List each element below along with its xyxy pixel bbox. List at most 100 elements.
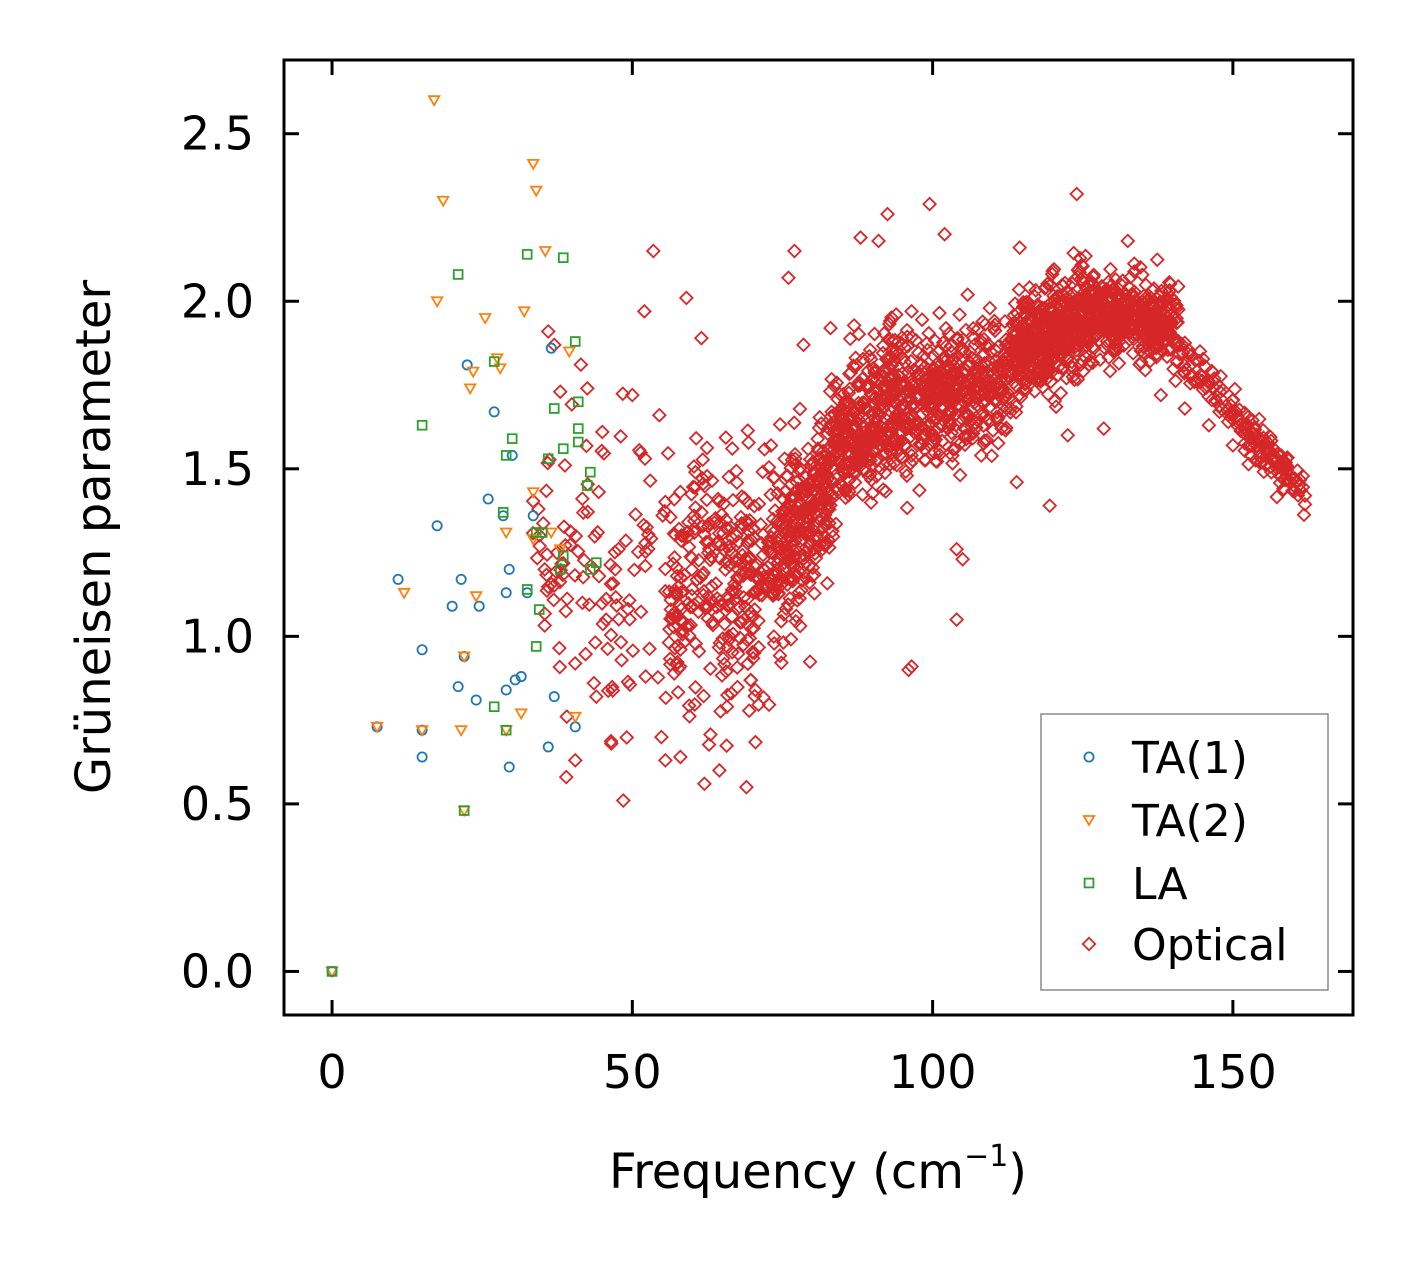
data-point bbox=[738, 565, 754, 581]
data-point bbox=[1250, 433, 1266, 449]
data-point bbox=[1215, 382, 1231, 398]
data-point bbox=[729, 660, 745, 675]
data-point bbox=[470, 694, 482, 706]
data-point bbox=[805, 560, 821, 576]
data-point bbox=[1115, 273, 1131, 289]
data-point bbox=[607, 561, 623, 577]
data-point bbox=[960, 356, 976, 372]
data-point bbox=[847, 454, 863, 470]
x-tick-label: 100 bbox=[889, 1045, 977, 1099]
data-point bbox=[1105, 311, 1121, 327]
data-point bbox=[650, 669, 666, 685]
x-tick-label: 150 bbox=[1189, 1045, 1277, 1099]
data-point bbox=[1084, 318, 1100, 334]
data-point bbox=[998, 420, 1014, 436]
data-point bbox=[687, 521, 703, 537]
data-point bbox=[1135, 338, 1151, 354]
data-point bbox=[720, 589, 736, 605]
data-point bbox=[538, 483, 554, 499]
data-point bbox=[712, 635, 728, 651]
data-point bbox=[1003, 400, 1019, 416]
data-point bbox=[1051, 335, 1067, 351]
data-point bbox=[1219, 402, 1235, 418]
data-point bbox=[628, 507, 644, 522]
data-point bbox=[945, 455, 961, 471]
data-point bbox=[1083, 324, 1099, 340]
data-point bbox=[911, 482, 927, 498]
data-point bbox=[844, 426, 860, 442]
data-point bbox=[735, 564, 750, 580]
data-point bbox=[703, 549, 719, 565]
data-point bbox=[831, 418, 847, 434]
x-tick-label: 0 bbox=[317, 1045, 346, 1099]
data-point bbox=[778, 601, 794, 617]
data-point bbox=[880, 332, 896, 347]
data-point bbox=[810, 443, 826, 459]
data-point bbox=[626, 562, 642, 578]
data-point bbox=[1103, 261, 1118, 277]
data-point bbox=[1255, 422, 1271, 438]
data-point bbox=[657, 583, 673, 599]
data-point bbox=[1006, 354, 1022, 370]
data-point bbox=[570, 543, 586, 559]
data-point bbox=[796, 337, 811, 353]
data-point bbox=[714, 667, 730, 683]
data-point bbox=[686, 597, 702, 613]
data-point bbox=[698, 534, 714, 550]
data-point bbox=[917, 395, 933, 411]
data-point bbox=[772, 648, 788, 664]
data-point bbox=[1188, 352, 1203, 368]
data-point bbox=[1189, 373, 1205, 389]
data-point bbox=[724, 582, 740, 598]
data-point bbox=[1153, 283, 1169, 299]
data-point bbox=[783, 551, 799, 567]
data-point bbox=[888, 387, 904, 403]
data-point bbox=[1111, 341, 1126, 357]
data-point bbox=[1132, 259, 1148, 275]
data-point bbox=[1070, 371, 1086, 387]
data-point bbox=[603, 627, 619, 643]
data-point bbox=[392, 573, 404, 585]
data-point bbox=[774, 567, 790, 583]
data-point bbox=[914, 437, 930, 453]
data-point bbox=[903, 429, 919, 444]
data-point bbox=[718, 520, 734, 536]
data-point bbox=[862, 342, 878, 358]
data-point bbox=[1184, 347, 1199, 363]
data-point bbox=[841, 484, 857, 500]
data-point bbox=[1087, 329, 1103, 345]
data-point bbox=[826, 461, 842, 477]
data-point bbox=[897, 339, 913, 355]
data-point bbox=[525, 493, 541, 509]
data-point bbox=[745, 521, 761, 536]
data-point bbox=[660, 445, 676, 461]
data-point bbox=[1060, 350, 1076, 366]
data-point bbox=[794, 507, 810, 523]
data-point bbox=[922, 415, 938, 431]
data-point bbox=[885, 435, 901, 451]
data-point bbox=[1243, 438, 1259, 454]
data-point bbox=[915, 348, 931, 364]
data-point bbox=[882, 350, 898, 366]
data-point bbox=[719, 738, 735, 754]
data-point bbox=[866, 360, 882, 376]
data-point bbox=[605, 575, 621, 591]
data-point bbox=[1064, 354, 1080, 370]
data-point bbox=[696, 688, 712, 704]
data-point bbox=[766, 470, 782, 485]
data-point bbox=[986, 320, 1002, 336]
data-point bbox=[1292, 472, 1308, 488]
data-point bbox=[678, 290, 694, 306]
data-point bbox=[792, 506, 808, 522]
y-tick-label: 0.0 bbox=[181, 944, 254, 998]
data-point bbox=[1260, 438, 1276, 454]
data-point bbox=[673, 570, 689, 585]
data-point bbox=[537, 606, 553, 622]
data-point bbox=[922, 196, 938, 212]
data-point bbox=[726, 576, 742, 592]
data-point bbox=[819, 575, 835, 591]
data-point bbox=[738, 513, 754, 529]
data-point bbox=[584, 466, 596, 478]
data-point bbox=[672, 749, 688, 765]
data-point bbox=[931, 305, 947, 321]
